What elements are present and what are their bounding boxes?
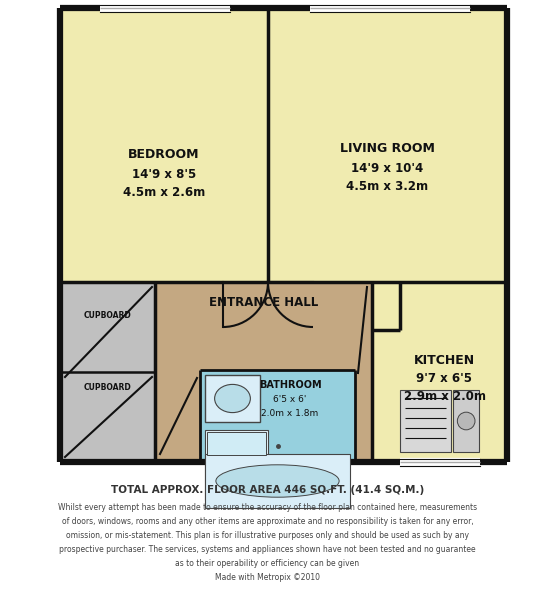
Text: TOTAL APPROX. FLOOR AREA 446 SQ.FT. (41.4 SQ.M.): TOTAL APPROX. FLOOR AREA 446 SQ.FT. (41.… [111, 485, 424, 495]
Text: BEDROOM: BEDROOM [128, 148, 200, 161]
Text: prospective purchaser. The services, systems and appliances shown have not been : prospective purchaser. The services, sys… [59, 545, 476, 554]
Bar [205, 375, 260, 422]
Circle shape [457, 412, 475, 430]
Bar [60, 282, 155, 462]
Ellipse shape [216, 465, 339, 497]
Text: ENTRANCE HALL: ENTRANCE HALL [209, 295, 318, 308]
Bar [453, 390, 479, 452]
Text: CUPBOARD: CUPBOARD [83, 311, 132, 319]
Ellipse shape [215, 385, 250, 413]
Text: 2.0m x 1.8m: 2.0m x 1.8m [262, 409, 319, 419]
Bar [372, 282, 400, 330]
Text: omission, or mis-statement. This plan is for illustrative purposes only and shou: omission, or mis-statement. This plan is… [66, 532, 469, 541]
Bar [400, 390, 452, 452]
Bar [372, 282, 507, 462]
Text: 9'7 x 6'5: 9'7 x 6'5 [417, 371, 472, 385]
Text: as to their operability or efficiency can be given: as to their operability or efficiency ca… [175, 559, 360, 569]
Bar [200, 370, 355, 462]
Text: 14'9 x 10'4: 14'9 x 10'4 [351, 161, 424, 175]
Text: 4.5m x 2.6m: 4.5m x 2.6m [123, 187, 205, 199]
Bar [268, 8, 507, 282]
Text: Made with Metropix ©2010: Made with Metropix ©2010 [215, 574, 320, 583]
Text: 14'9 x 8'5: 14'9 x 8'5 [132, 169, 196, 181]
Text: KITCHEN: KITCHEN [414, 353, 475, 367]
Text: of doors, windows, rooms and any other items are approximate and no responsibili: of doors, windows, rooms and any other i… [62, 517, 473, 527]
Text: CUPBOARD: CUPBOARD [83, 383, 132, 392]
Bar [205, 430, 268, 500]
Bar [60, 8, 268, 282]
Bar [205, 454, 350, 508]
Bar [207, 432, 266, 455]
Text: 6'5 x 6': 6'5 x 6' [273, 395, 307, 404]
Text: Whilst every attempt has been made to ensure the accuracy of the floor plan cont: Whilst every attempt has been made to en… [58, 503, 477, 512]
Text: 2.9m x 2.0m: 2.9m x 2.0m [403, 389, 485, 403]
Text: 4.5m x 3.2m: 4.5m x 3.2m [347, 179, 429, 193]
Bar [155, 282, 372, 462]
Text: BATHROOM: BATHROOM [259, 380, 322, 390]
Text: LIVING ROOM: LIVING ROOM [340, 142, 435, 154]
